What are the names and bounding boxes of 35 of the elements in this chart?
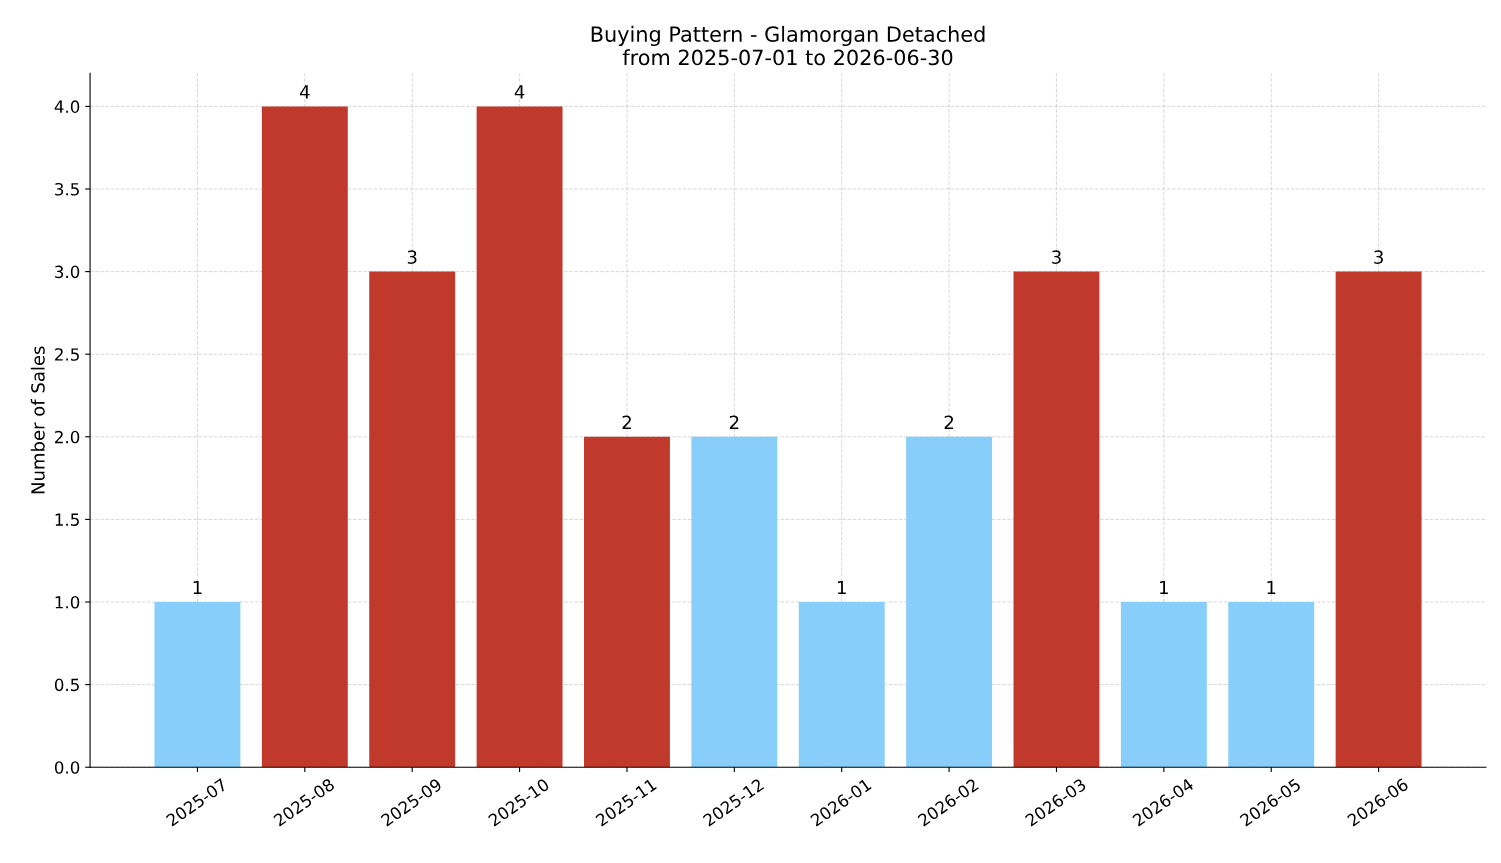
bar [1120,602,1207,768]
bar [1013,271,1100,768]
data-label: 1 [837,580,846,595]
y-tick-label: 1.0 [55,595,80,609]
y-tick-label: 1.5 [55,513,79,526]
y-tick-label: 0.0 [54,761,80,774]
y-axis-title: Number of Sales [30,346,45,494]
y-tick-label: 4.0 [54,100,80,113]
bar [261,106,348,768]
bar [691,436,778,768]
y-tick-label: 2.5 [55,348,79,361]
data-label: 2 [944,415,954,429]
bar [369,271,456,768]
bar [584,436,670,768]
y-tick-label: 2.0 [55,430,80,444]
chart-title: Buying Pattern - Glamorgan Detached from 2025-07-01 to 2026-06-30 [591,25,985,66]
y-tick-label: 0.5 [54,678,79,692]
bar [798,602,885,768]
bar [1335,271,1422,768]
data-label: 1 [1267,580,1276,595]
data-label: 3 [407,250,417,264]
data-label: 1 [193,580,202,595]
bar [154,602,241,768]
data-label: 3 [1052,250,1061,264]
data-label: 4 [514,85,525,99]
data-label: 2 [729,415,739,429]
data-label: 3 [1374,250,1383,264]
y-tick-label: 3.5 [55,182,79,196]
data-label: 1 [1160,580,1168,595]
bar [906,436,993,768]
data-label: 4 [299,85,310,99]
y-tick-label: 3.0 [55,265,80,279]
data-label: 2 [622,415,631,429]
bar [476,106,563,768]
bar [1228,602,1315,768]
